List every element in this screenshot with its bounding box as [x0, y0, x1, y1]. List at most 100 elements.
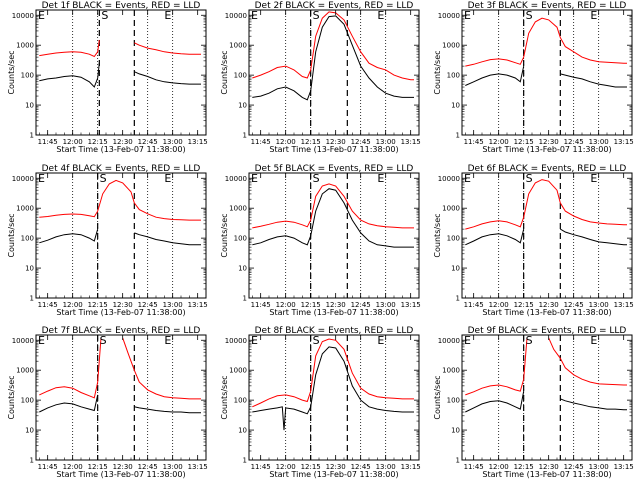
y-tick-label: 1000: [16, 367, 34, 375]
x-tick-label: 13:00: [589, 301, 609, 309]
y-axis-label: Counts/sec: [220, 50, 229, 94]
y-tick-label: 10: [238, 102, 247, 110]
x-tick-label: 12:00: [63, 301, 83, 309]
x-tick-label: 12:45: [138, 301, 158, 309]
y-tick-label: 1000: [442, 42, 460, 50]
series-group: [252, 338, 414, 431]
y-tick-label: 1: [243, 132, 247, 140]
y-tick-label: 1000: [442, 367, 460, 375]
chart-title: Det 5f BLACK = Events, RED = LLD: [255, 164, 414, 174]
y-axis-label: Counts/sec: [433, 50, 442, 94]
series-line-lld-1: [465, 179, 627, 230]
x-axis-label: Start Time (13-Feb-07 11:38:00): [269, 308, 398, 317]
region-label: S: [313, 172, 320, 185]
region-label: E: [590, 334, 597, 347]
region-label: E: [164, 172, 171, 185]
x-tick-label: 12:30: [113, 463, 133, 471]
x-tick-label: 12:45: [138, 138, 158, 146]
x-axis-label: Start Time (13-Feb-07 11:38:00): [56, 145, 185, 154]
y-tick-label: 100: [234, 397, 247, 405]
y-tick-label: 1: [30, 295, 34, 303]
x-tick-label: 12:30: [539, 138, 559, 146]
y-axis-label: Counts/sec: [433, 375, 442, 419]
chart-title: Det 8f BLACK = Events, RED = LLD: [255, 326, 414, 336]
series-line-events-2: [134, 232, 201, 246]
y-tick-label: 1: [456, 457, 460, 465]
y-tick-label: 10000: [12, 337, 34, 345]
x-tick-label: 11:45: [38, 138, 58, 146]
x-tick-label: 12:45: [138, 463, 158, 471]
x-tick-label: 12:00: [276, 463, 296, 471]
x-tick-label: 12:15: [514, 301, 534, 309]
series-line-lld-1: [465, 17, 627, 67]
chart-panel-2: Det 2f BLACK = Events, RED = LLD 1 10 100 10…: [220, 1, 421, 154]
y-tick-label: 10000: [225, 175, 247, 183]
series-group: [39, 179, 201, 246]
series-line-events-1: [465, 391, 525, 413]
y-tick-label: 100: [447, 72, 460, 80]
series-line-events-1: [39, 394, 99, 413]
y-tick-label: 1: [456, 132, 460, 140]
region-label: E: [464, 334, 471, 347]
series-group: [465, 17, 627, 88]
y-tick-label: 10: [238, 427, 247, 435]
x-tick-label: 11:45: [464, 138, 484, 146]
x-tick-label: 11:45: [38, 463, 58, 471]
x-tick-label: 12:45: [564, 138, 584, 146]
plot-frame: [248, 172, 420, 299]
region-label: S: [100, 172, 107, 185]
region-label: E: [464, 9, 471, 22]
x-axis-label: Start Time (13-Feb-07 11:38:00): [269, 145, 398, 154]
x-tick-label: 12:00: [489, 301, 509, 309]
y-tick-label: 10000: [225, 337, 247, 345]
y-axis-label: Counts/sec: [7, 213, 16, 257]
region-label: E: [377, 9, 384, 22]
x-tick-label: 13:00: [589, 463, 609, 471]
x-tick-label: 13:15: [188, 463, 208, 471]
x-axis-label: Start Time (13-Feb-07 11:38:00): [56, 308, 185, 317]
y-tick-label: 1000: [16, 205, 34, 213]
y-tick-label: 100: [447, 397, 460, 405]
y-tick-label: 100: [21, 397, 34, 405]
x-axis-label: Start Time (13-Feb-07 11:38:00): [482, 308, 611, 317]
chart-panel-6: Det 6f BLACK = Events, RED = LLD 1 10 100 10…: [433, 164, 634, 317]
x-tick-label: 12:30: [113, 138, 133, 146]
x-tick-label: 12:45: [351, 301, 371, 309]
series-line-lld-1: [465, 337, 528, 396]
series-line-events-1: [465, 228, 525, 246]
region-label: E: [164, 334, 171, 347]
x-tick-label: 12:15: [301, 301, 321, 309]
x-tick-label: 12:15: [301, 138, 321, 146]
y-tick-label: 10: [25, 102, 34, 110]
x-tick-label: 12:15: [88, 301, 108, 309]
x-tick-label: 12:30: [539, 463, 559, 471]
series-line-events-1: [465, 65, 525, 86]
region-label: S: [101, 9, 108, 22]
series-group: [39, 39, 201, 88]
x-tick-label: 12:30: [539, 301, 559, 309]
x-tick-label: 13:00: [163, 138, 183, 146]
series-line-events-1: [252, 188, 414, 248]
region-label: S: [526, 9, 533, 22]
x-tick-label: 13:00: [376, 463, 396, 471]
y-tick-label: 10000: [438, 337, 460, 345]
plot-frame: [35, 334, 207, 461]
series-line-lld-2: [548, 337, 627, 386]
chart-title: Det 2f BLACK = Events, RED = LLD: [255, 1, 414, 11]
x-tick-label: 12:30: [113, 301, 133, 309]
x-tick-label: 12:00: [63, 463, 83, 471]
y-tick-label: 1: [243, 295, 247, 303]
series-line-events-1: [252, 15, 414, 101]
x-tick-label: 12:30: [326, 301, 346, 309]
series-line-events-1: [252, 346, 414, 431]
y-tick-label: 100: [447, 235, 460, 243]
region-label: S: [526, 334, 533, 347]
series-line-lld-1: [39, 39, 100, 58]
y-tick-label: 1000: [16, 42, 34, 50]
region-label: E: [251, 172, 258, 185]
x-tick-label: 13:15: [401, 463, 421, 471]
region-label: S: [313, 334, 320, 347]
x-axis-label: Start Time (13-Feb-07 11:38:00): [482, 145, 611, 154]
series-line-lld-1: [39, 337, 102, 399]
